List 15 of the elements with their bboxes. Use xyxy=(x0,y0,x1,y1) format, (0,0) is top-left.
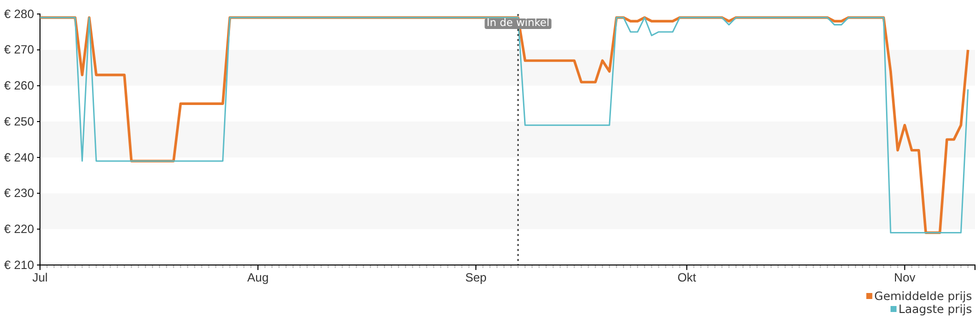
legend-label: Gemiddelde prijs xyxy=(874,289,972,303)
x-tick-label: Jul xyxy=(32,270,48,285)
y-tick-label: € 270 xyxy=(4,42,34,57)
y-tick-label: € 230 xyxy=(4,186,34,200)
y-tick-label: € 250 xyxy=(4,114,34,128)
x-tick-label: Nov xyxy=(894,270,916,285)
y-tick-label: € 240 xyxy=(4,150,34,164)
y-tick-label: € 280 xyxy=(4,6,34,21)
x-tick-label: Sep xyxy=(465,270,487,285)
y-tick-label: € 260 xyxy=(4,78,34,93)
y-tick-label: € 220 xyxy=(4,222,34,236)
x-tick-label: Aug xyxy=(247,270,269,285)
x-tick-label: Okt xyxy=(677,270,697,285)
y-tick-label: € 210 xyxy=(4,258,34,272)
legend-label: Laagste prijs xyxy=(898,302,972,316)
